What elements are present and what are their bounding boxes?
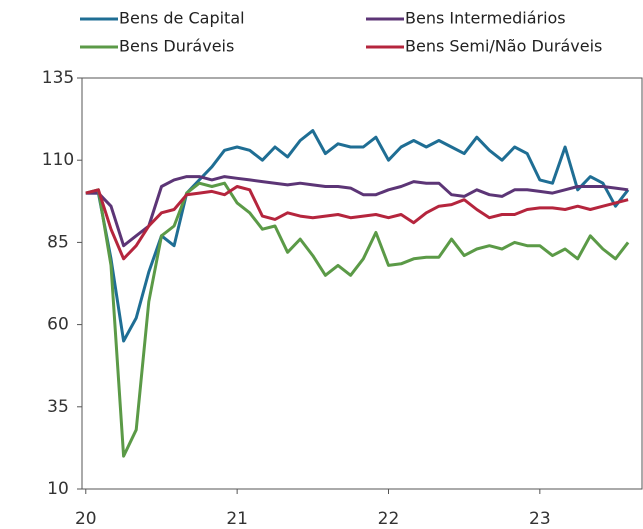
y-tick-label: 60 [47,315,69,335]
y-tick-label: 110 [42,150,74,170]
series-line [85,175,629,248]
y-tick-label: 135 [42,68,74,88]
legend-label: Bens Duráveis [119,37,234,56]
legend-label: Bens de Capital [119,9,245,28]
x-tick-label: 22 [378,509,400,529]
legend-label: Bens Semi/Não Duráveis [405,37,602,56]
x-tick-label: 21 [226,509,248,529]
legend-label: Bens Intermediários [405,9,566,28]
lines [85,129,630,458]
plot-frame [81,77,643,490]
series-line [85,181,630,458]
series-line [85,185,629,261]
y-tick-label: 35 [47,397,69,417]
x-tick-label: 23 [529,509,551,529]
y-tick-label: 85 [47,232,69,252]
series-line [85,129,630,343]
x-tick-label: 20 [75,509,97,529]
y-tick-label: 10 [47,479,69,499]
